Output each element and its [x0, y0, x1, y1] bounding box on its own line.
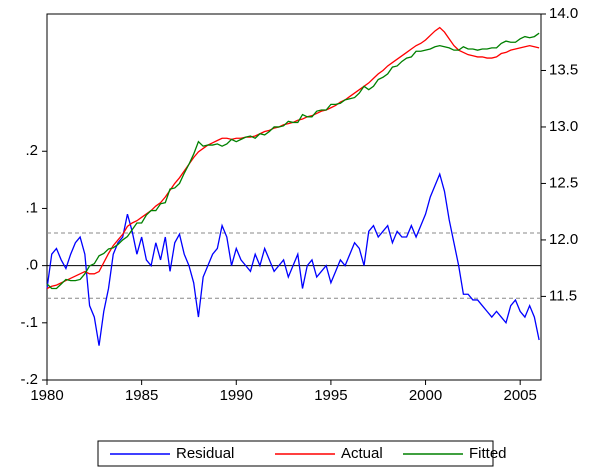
series-line [46, 32, 540, 290]
legend-label: Residual [176, 445, 234, 462]
y-tick-label: -.1 [20, 314, 38, 331]
legend-label: Actual [341, 445, 383, 462]
y2-tick-label: 11.5 [549, 287, 577, 304]
series-line [46, 172, 540, 346]
series-line [46, 26, 540, 290]
plot-frame [46, 13, 542, 381]
x-tick-label: 1990 [220, 387, 253, 404]
x-tick-label: 1980 [30, 387, 63, 404]
x-tick-label: 2000 [409, 387, 442, 404]
y2-tick-label: 12.0 [549, 231, 578, 248]
y2-tick-label: 13.5 [549, 61, 578, 78]
y-tick-label: .0 [25, 257, 38, 274]
x-tick-label: 1985 [125, 387, 158, 404]
y-tick-label: .1 [25, 199, 38, 216]
x-tick-label: 1995 [314, 387, 347, 404]
x-tick-label: 2005 [503, 387, 536, 404]
y2-tick-label: 13.0 [549, 118, 578, 135]
legend-label: Fitted [469, 445, 507, 462]
y-tick-label: .2 [25, 142, 38, 159]
y2-tick-label: 14.0 [549, 5, 578, 22]
y2-tick-label: 12.5 [549, 174, 578, 191]
y-tick-label: -.2 [20, 371, 38, 388]
